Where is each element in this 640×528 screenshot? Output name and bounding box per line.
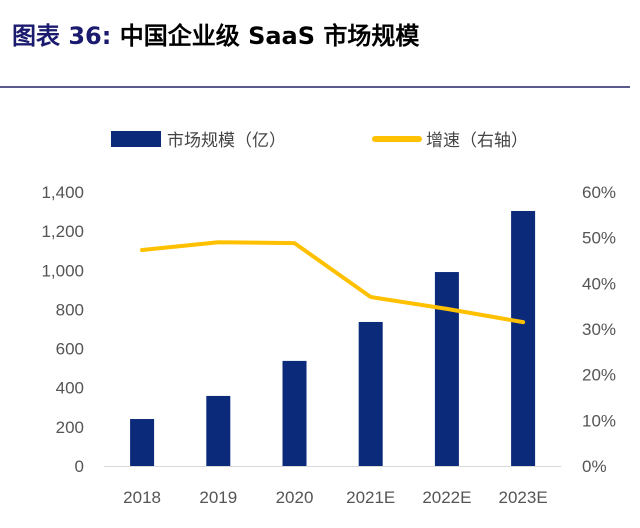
x-tick-label: 2023E: [499, 488, 548, 507]
y-right-tick-label: 60%: [582, 183, 616, 202]
y-right-tick-label: 10%: [582, 411, 616, 430]
y-left-tick-label: 600: [56, 340, 84, 359]
y-right-tick-label: 20%: [582, 366, 616, 385]
growth-rate-line: [140, 240, 526, 325]
bar-2021E: [358, 321, 383, 466]
title-divider: [0, 86, 630, 88]
y-left-tick-label: 1,200: [41, 222, 84, 241]
bar-2023E: [511, 210, 536, 466]
y-left-tick-label: 200: [56, 418, 84, 437]
figure-number: 图表 36:: [12, 22, 112, 50]
y-right-tick-label: 0%: [582, 457, 607, 476]
bar-2019: [206, 395, 231, 466]
bar-2020: [282, 360, 307, 466]
legend-bar-label: 市场规模（亿）: [167, 131, 286, 151]
y-left-tick-label: 1,000: [41, 261, 84, 280]
figure-title: 中国企业级 SaaS 市场规模: [119, 22, 420, 50]
bar-2018: [130, 419, 155, 466]
bar-2022E: [434, 272, 459, 466]
y-left-tick-label: 800: [56, 300, 84, 319]
legend: 市场规模（亿） 增速（右轴）: [111, 131, 528, 151]
x-tick-label: 2022E: [422, 488, 471, 507]
chart-title: 图表 36: 中国企业级 SaaS 市场规模: [12, 16, 419, 51]
y-left-tick-label: 400: [56, 379, 84, 398]
x-tick-label: 2018: [123, 488, 161, 507]
y-right-tick-label: 30%: [582, 320, 616, 339]
y-left-tick-label: 1,400: [41, 183, 84, 202]
y-right-tick-label: 50%: [582, 229, 616, 248]
legend-line-swatch: [372, 136, 422, 142]
legend-line-label: 增速（右轴）: [426, 131, 528, 151]
y-right-tick-label: 40%: [582, 274, 616, 293]
legend-bar-swatch: [111, 131, 161, 147]
x-tick-label: 2020: [276, 488, 314, 507]
x-tick-label: 2019: [199, 488, 237, 507]
x-tick-label: 2021E: [346, 488, 395, 507]
y-left-tick-label: 0: [75, 457, 84, 476]
